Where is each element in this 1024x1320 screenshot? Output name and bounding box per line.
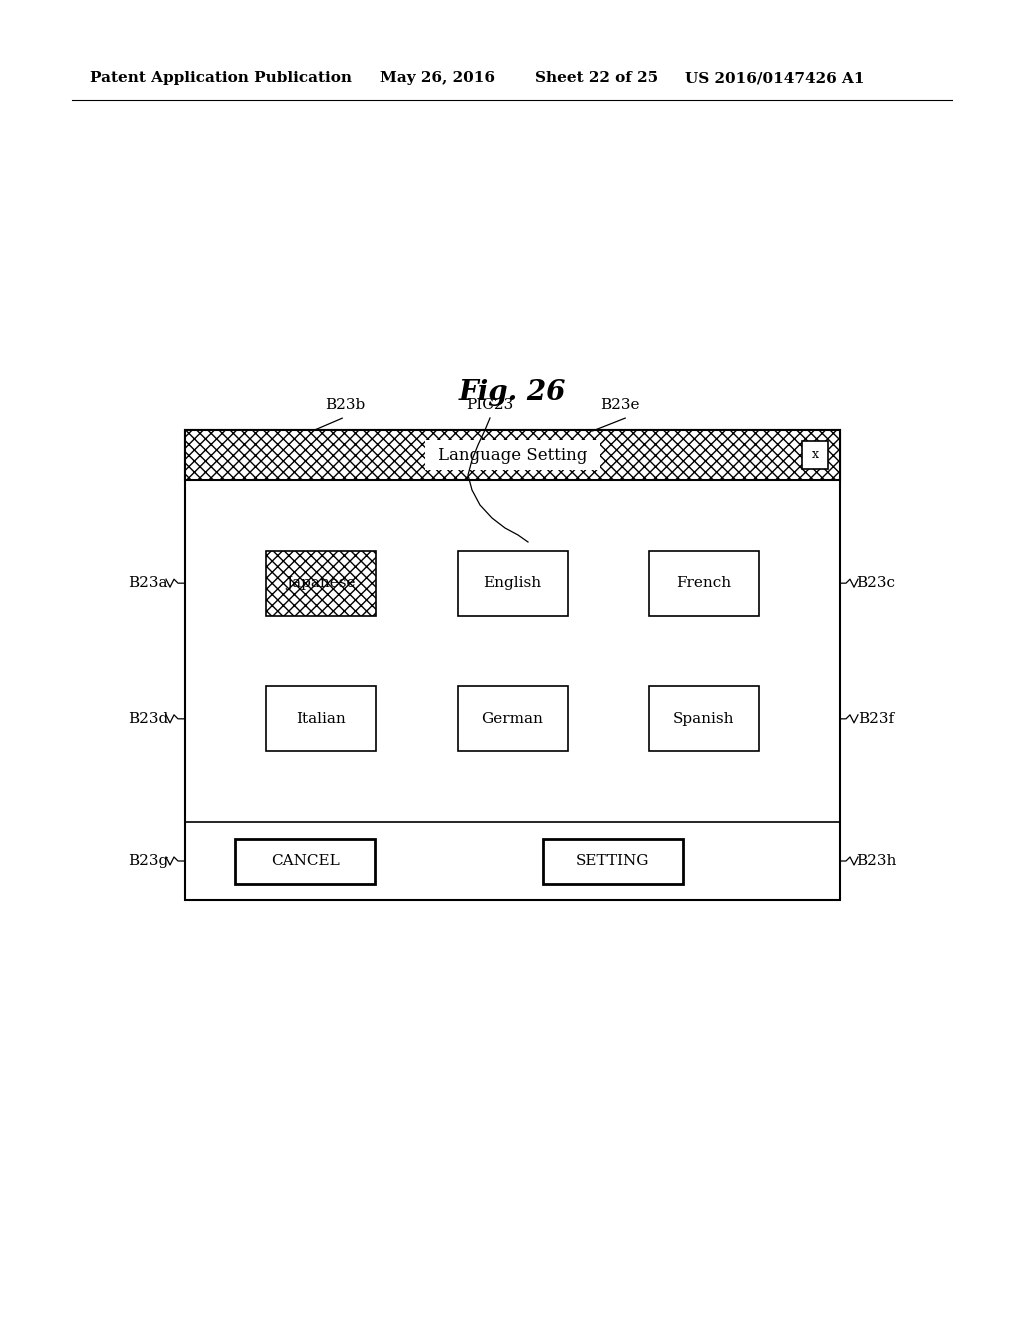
Bar [266, 550, 376, 615]
Bar [185, 430, 840, 900]
Bar [425, 440, 600, 470]
Text: Italian: Italian [296, 711, 346, 726]
Text: B23d: B23d [128, 711, 168, 726]
Bar [185, 430, 840, 480]
Bar [266, 686, 376, 751]
Text: B23h: B23h [856, 854, 896, 869]
Text: SETTING: SETTING [575, 854, 649, 869]
Text: B23f: B23f [858, 711, 894, 726]
Text: B23e: B23e [600, 399, 640, 412]
Text: German: German [481, 711, 544, 726]
Bar [458, 686, 567, 751]
Text: Fig. 26: Fig. 26 [459, 380, 565, 407]
Text: CANCEL: CANCEL [270, 854, 339, 869]
Text: French: French [676, 576, 731, 590]
Text: Spanish: Spanish [673, 711, 734, 726]
Text: Language Setting: Language Setting [438, 446, 587, 463]
Bar [234, 838, 375, 883]
Bar [649, 550, 759, 615]
Text: B23c: B23c [856, 576, 896, 590]
Text: May 26, 2016: May 26, 2016 [380, 71, 495, 84]
Text: English: English [483, 576, 542, 590]
Text: B23g: B23g [128, 854, 168, 869]
Text: Japanese: Japanese [287, 576, 356, 590]
Bar [802, 441, 828, 469]
Bar [458, 550, 567, 615]
Text: B23b: B23b [325, 399, 366, 412]
Text: Patent Application Publication: Patent Application Publication [90, 71, 352, 84]
Text: US 2016/0147426 A1: US 2016/0147426 A1 [685, 71, 864, 84]
Text: x: x [811, 449, 818, 462]
Text: PIC23: PIC23 [466, 399, 514, 412]
Text: B23a: B23a [128, 576, 168, 590]
Bar [543, 838, 683, 883]
Text: Sheet 22 of 25: Sheet 22 of 25 [535, 71, 658, 84]
Bar [649, 686, 759, 751]
